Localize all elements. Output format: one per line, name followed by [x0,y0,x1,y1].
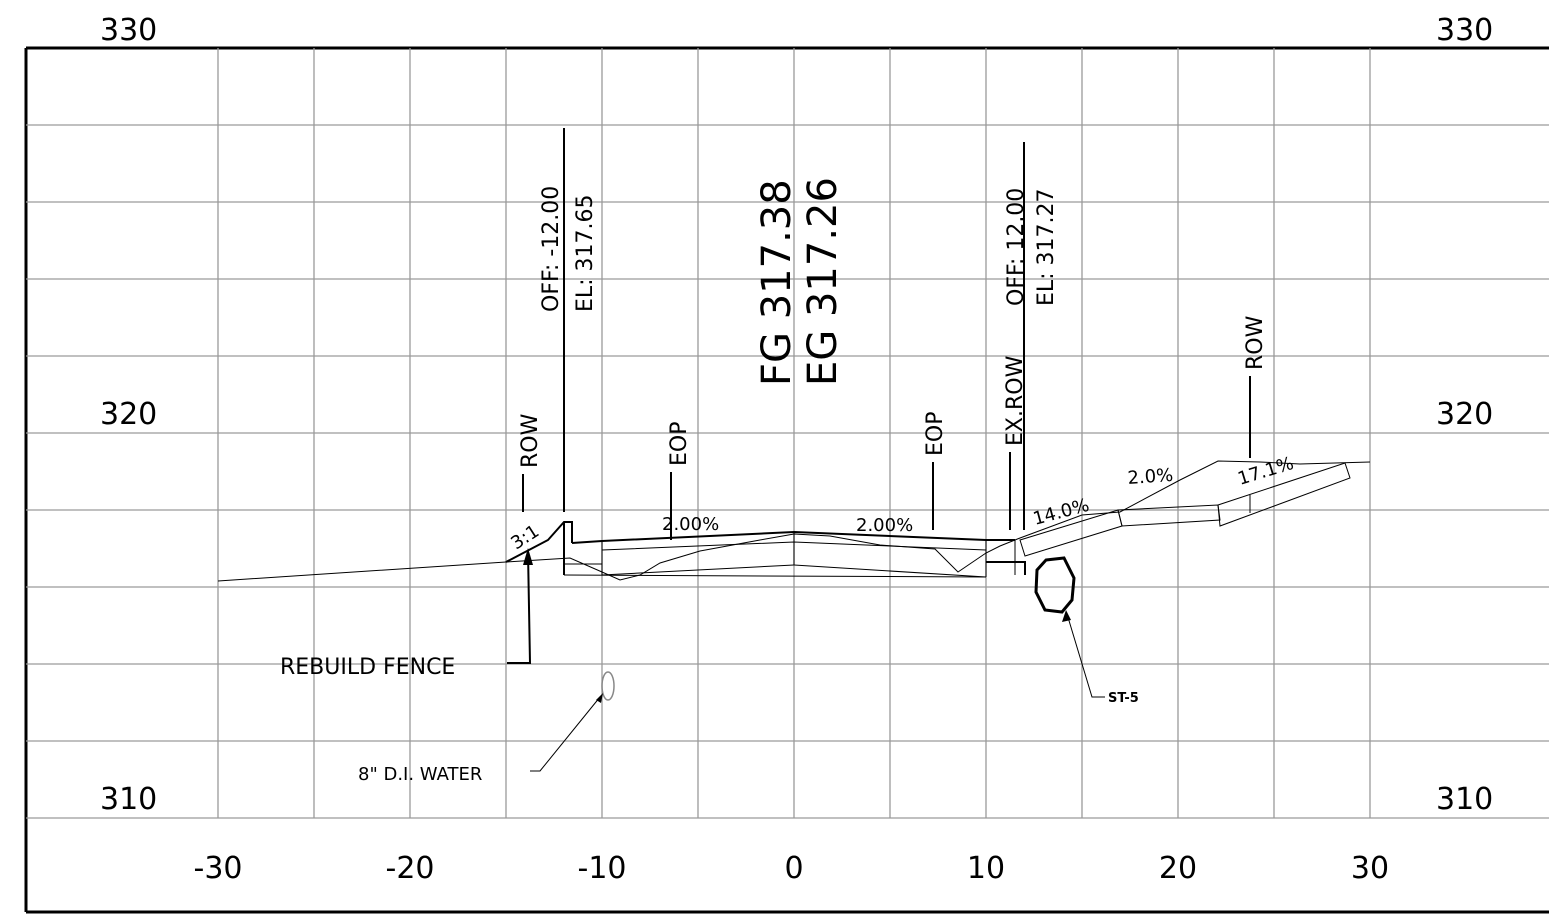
fence-leader [507,551,532,664]
left-callout-offset: OFF: -12.00 [539,186,564,312]
elev-label-320-right: 320 [1436,397,1493,432]
slope-label-right-2: 2.0% [1127,465,1174,489]
left-callout-elevation: EL: 317.65 [573,194,598,312]
marker-row-right: ROW [1243,315,1268,370]
offset-label: 20 [1159,851,1197,886]
offset-label: -10 [578,851,627,886]
offset-label: -30 [194,851,243,886]
eg-grade-label: EG 317.26 [800,177,846,386]
note-rebuild-fence: REBUILD FENCE [280,655,455,680]
storm-structure-st5 [1034,556,1076,614]
offset-label: 0 [784,851,803,886]
water-pipe [601,671,615,701]
road-section [505,462,1351,578]
elev-label-320-left: 320 [100,397,157,432]
slope-label-right-lane: 2.00% [856,515,913,536]
marker-eop-left: EOP [667,422,692,466]
slope-label-left-lane: 2.00% [662,514,719,535]
storm-arrow [1062,610,1071,622]
elev-label-310-left: 310 [100,782,157,817]
right-callout-offset: OFF: 12.00 [1004,188,1029,306]
offset-label: -20 [386,851,435,886]
right-callout-elevation: EL: 317.27 [1034,188,1059,306]
water-leader [530,696,601,772]
grid [26,48,1549,819]
elev-label-310-right: 310 [1436,782,1493,817]
note-water: 8" D.I. WATER [358,764,482,785]
water-arrow [596,693,603,703]
slope-label-right-3: 17.1% [1235,453,1296,490]
elev-label-330-right: 330 [1436,13,1493,48]
fence-arrow [523,548,533,565]
marker-ex-row: EX.ROW [1003,355,1028,446]
offset-label: 30 [1351,851,1389,886]
storm-leader [1066,613,1105,698]
elev-label-330-left: 330 [100,13,157,48]
fg-grade-label: FG 317.38 [754,179,800,386]
marker-eop-right: EOP [923,412,948,456]
slope-label-left-side: 3:1 [507,521,543,554]
marker-row-left: ROW [518,413,543,468]
note-storm: ST-5 [1108,691,1139,706]
offset-label: 10 [967,851,1005,886]
